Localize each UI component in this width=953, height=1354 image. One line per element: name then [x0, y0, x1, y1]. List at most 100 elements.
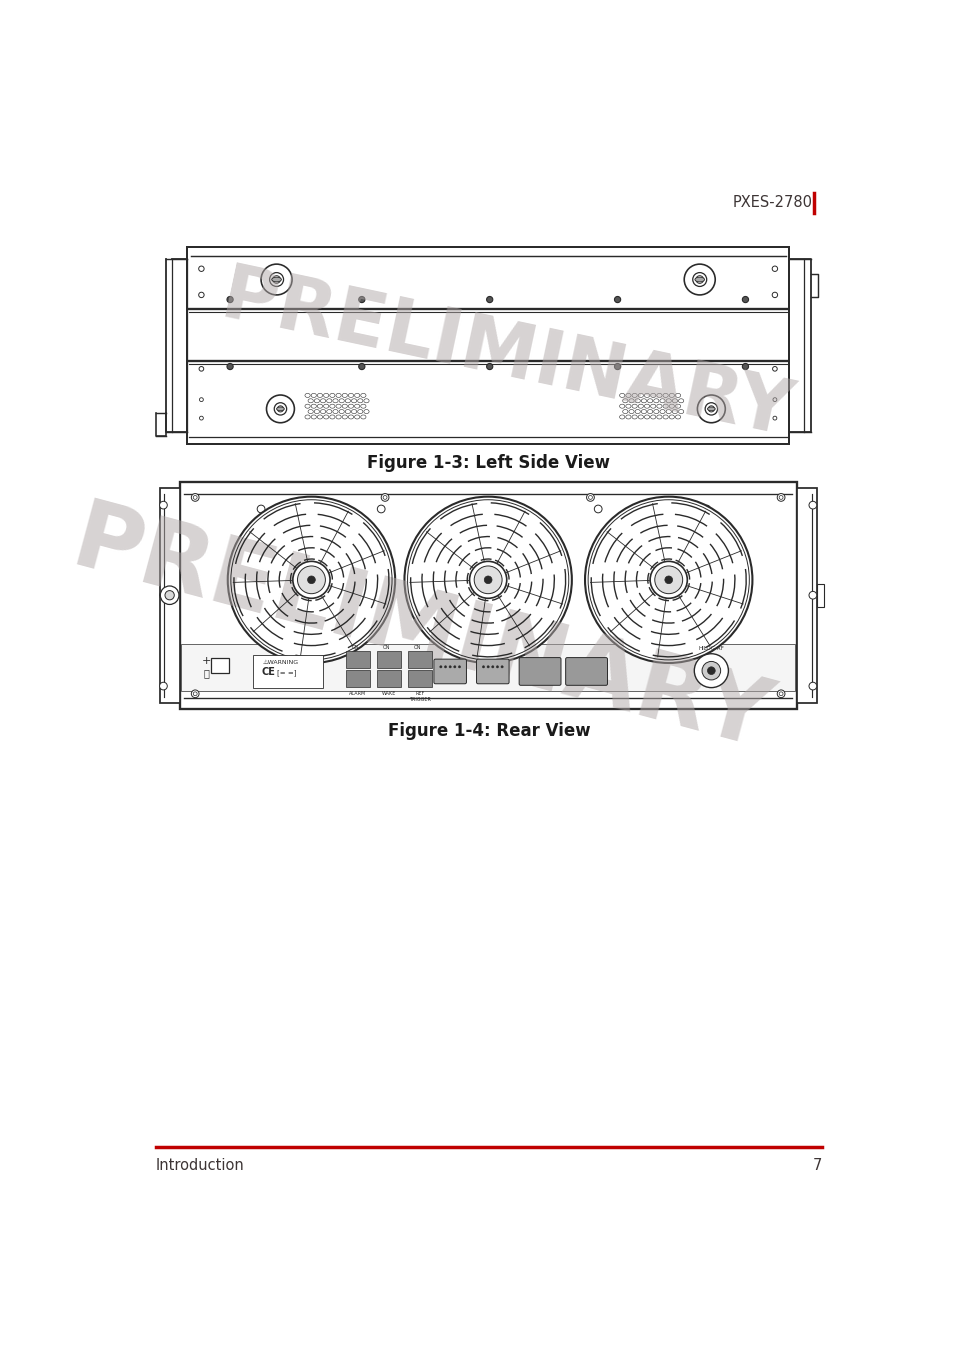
Ellipse shape	[308, 399, 313, 403]
Ellipse shape	[625, 394, 630, 398]
Ellipse shape	[625, 414, 630, 418]
Ellipse shape	[326, 409, 332, 413]
Circle shape	[584, 497, 752, 663]
Ellipse shape	[320, 409, 325, 413]
Text: Figure 1-3: Left Side View: Figure 1-3: Left Side View	[367, 454, 610, 471]
Ellipse shape	[694, 278, 704, 282]
Text: ALARM: ALARM	[349, 692, 366, 696]
Ellipse shape	[659, 409, 664, 413]
Text: PXES-2780: PXES-2780	[732, 195, 812, 210]
Ellipse shape	[625, 403, 630, 408]
Circle shape	[227, 297, 233, 303]
Circle shape	[500, 666, 503, 668]
Circle shape	[771, 265, 777, 271]
Circle shape	[486, 666, 489, 668]
Ellipse shape	[628, 409, 634, 413]
Ellipse shape	[317, 403, 322, 408]
Circle shape	[741, 363, 748, 370]
Circle shape	[383, 496, 387, 500]
Circle shape	[444, 666, 446, 668]
Circle shape	[381, 494, 389, 501]
Ellipse shape	[643, 394, 649, 398]
Circle shape	[692, 272, 706, 287]
Ellipse shape	[672, 399, 677, 403]
Bar	[408, 651, 431, 669]
Circle shape	[697, 395, 724, 422]
Text: PRELIMINARY: PRELIMINARY	[214, 259, 798, 452]
Circle shape	[469, 562, 506, 598]
Ellipse shape	[363, 399, 369, 403]
Circle shape	[588, 496, 592, 500]
Circle shape	[779, 496, 782, 500]
Ellipse shape	[311, 414, 316, 418]
Circle shape	[491, 666, 494, 668]
Circle shape	[614, 363, 620, 370]
Ellipse shape	[305, 414, 310, 418]
Ellipse shape	[342, 414, 347, 418]
Ellipse shape	[311, 394, 316, 398]
Circle shape	[198, 292, 204, 298]
Ellipse shape	[622, 399, 627, 403]
Ellipse shape	[320, 399, 325, 403]
Ellipse shape	[311, 403, 316, 408]
Ellipse shape	[656, 414, 661, 418]
Ellipse shape	[678, 399, 683, 403]
Ellipse shape	[631, 414, 637, 418]
Circle shape	[193, 496, 197, 500]
Ellipse shape	[672, 409, 677, 413]
Ellipse shape	[342, 403, 347, 408]
Circle shape	[779, 692, 782, 696]
Text: Introduction: Introduction	[155, 1158, 244, 1174]
Ellipse shape	[357, 399, 362, 403]
Circle shape	[484, 575, 492, 584]
Circle shape	[594, 505, 601, 513]
Circle shape	[654, 566, 682, 593]
Bar	[346, 670, 369, 686]
Ellipse shape	[345, 399, 350, 403]
Bar	[377, 670, 400, 686]
Ellipse shape	[333, 409, 337, 413]
Circle shape	[199, 367, 204, 371]
Circle shape	[707, 406, 714, 412]
Bar	[159, 489, 179, 703]
Ellipse shape	[635, 399, 639, 403]
Ellipse shape	[640, 409, 646, 413]
Circle shape	[261, 264, 292, 295]
Circle shape	[160, 586, 179, 604]
Ellipse shape	[659, 399, 664, 403]
Circle shape	[199, 398, 203, 402]
Ellipse shape	[638, 414, 642, 418]
Circle shape	[777, 691, 784, 697]
Circle shape	[474, 566, 501, 593]
Ellipse shape	[650, 403, 655, 408]
FancyBboxPatch shape	[476, 659, 509, 684]
Circle shape	[496, 666, 498, 668]
Ellipse shape	[678, 409, 683, 413]
Ellipse shape	[323, 403, 329, 408]
Ellipse shape	[314, 399, 319, 403]
Ellipse shape	[333, 399, 337, 403]
FancyBboxPatch shape	[565, 658, 607, 685]
Circle shape	[694, 654, 728, 688]
Ellipse shape	[276, 408, 284, 410]
Ellipse shape	[643, 403, 649, 408]
Circle shape	[227, 363, 233, 370]
Bar	[187, 248, 788, 444]
Circle shape	[274, 402, 286, 416]
Ellipse shape	[272, 278, 281, 282]
Ellipse shape	[357, 409, 362, 413]
Ellipse shape	[631, 394, 637, 398]
Circle shape	[808, 682, 816, 691]
Circle shape	[482, 666, 484, 668]
Ellipse shape	[675, 403, 679, 408]
Ellipse shape	[308, 409, 313, 413]
Ellipse shape	[305, 403, 310, 408]
Bar	[816, 584, 823, 607]
Circle shape	[457, 666, 460, 668]
Circle shape	[307, 575, 315, 584]
Text: [= =]: [= =]	[276, 669, 295, 676]
Bar	[253, 654, 323, 688]
Circle shape	[741, 297, 748, 303]
Circle shape	[358, 297, 365, 303]
Circle shape	[808, 592, 816, 598]
